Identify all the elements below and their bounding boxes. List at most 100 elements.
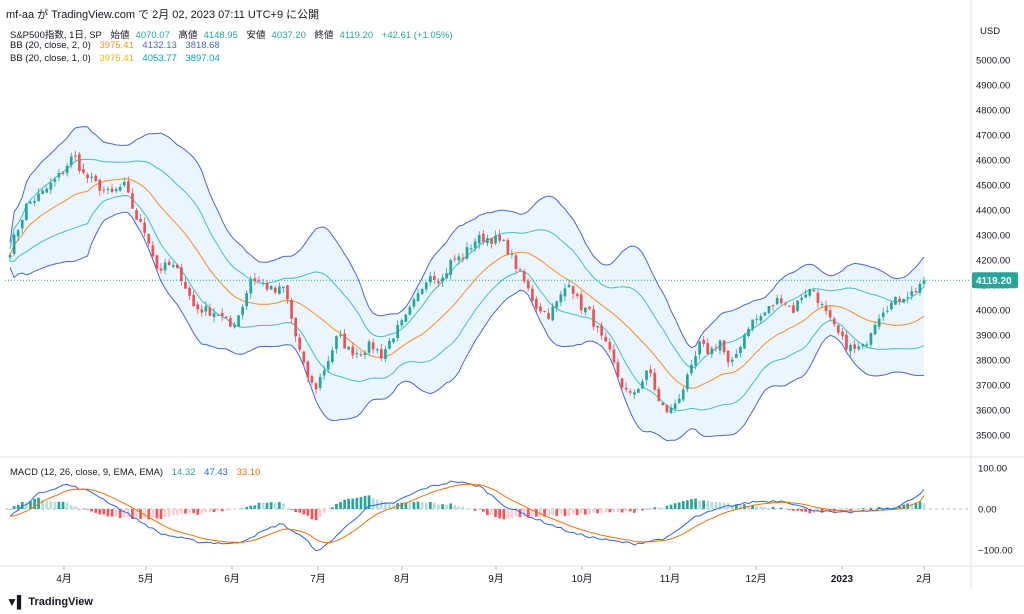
macd-hist-bar [367,495,371,509]
macd-hist-bar [567,509,571,516]
candle-body [690,364,693,374]
candle-body [57,173,61,178]
macd-hist-bar [657,507,661,509]
candle-body [420,289,424,294]
price-tick-label: 4800.00 [976,106,1010,117]
macd-tick-label: −100.00 [978,546,1013,557]
candle-body [567,284,571,288]
macd-legend[interactable]: MACD (12, 26, close, 9, EMA, EMA) 14.32 … [10,467,266,478]
macd-hist-bar [563,509,567,517]
macd-hist-bar [898,506,901,509]
macd-value: 47.43 [204,467,228,478]
macd-hist-bar [359,497,363,509]
macd-hist-bar [290,509,293,510]
candle-body [498,234,501,241]
candle-body [400,320,404,326]
candle-body [457,256,461,261]
macd-hist-bar [216,509,220,511]
macd-hist-bar [151,509,155,518]
macd-hist-bar [449,503,453,509]
macd-hist-bar [461,506,465,509]
macd-hist-bar [559,509,563,515]
macd-hist-bar [241,508,244,509]
candle-body [694,356,697,366]
time-tick-label: 2月 [916,573,932,585]
candle-body [82,169,85,173]
macd-hist-bar [845,509,848,510]
macd-hist-bar [698,500,701,509]
macd-hist-bar [220,509,224,512]
price-tick-label: 3900.00 [976,331,1010,342]
last-price-tag [972,272,1018,289]
macd-hist-bar [633,509,636,513]
candle-body [616,362,620,377]
bb1-legend[interactable]: BB (20, close, 2, 0) 3975.41 4132.13 381… [10,40,226,51]
macd-hist-bar [853,509,856,510]
macd-hist-bar [453,505,457,509]
bb2-legend[interactable]: BB (20, close, 1, 0) 3975.41 4053.77 389… [10,53,226,64]
macd-hist-bar [714,501,718,509]
candle-body [877,318,881,327]
macd-hist-bar [45,501,49,509]
macd-hist-bar [612,509,616,512]
time-tick-label: 11月 [660,573,680,585]
candle-body [837,325,840,333]
macd-hist-bar [282,503,285,509]
candle-body [282,286,285,289]
candle-body [375,349,379,351]
macd-hist-bar [767,508,771,509]
bb-upper-line [9,126,925,349]
macd-hist-bar [477,509,481,510]
candle-body [739,347,742,354]
candle-body [33,200,36,203]
candle-body [122,182,126,186]
candle-body [167,261,171,265]
candle-body [78,154,81,171]
candle-body [702,339,705,344]
macd-hist-bar [702,500,705,509]
candle-body [600,325,603,336]
macd-hist-bar [322,509,326,513]
macd-hist-bar [196,509,200,515]
candle-body [212,313,216,317]
candle-body [865,344,869,346]
candle-body [755,318,759,320]
macd-hist-bar [584,509,587,515]
time-tick-label: 8月 [394,573,410,585]
time-tick-label: 7月 [310,573,326,585]
time-tick-label: 4月 [56,573,72,585]
candle-body [563,288,567,297]
macd-hist-bar [318,509,322,518]
macd-hist-bar [600,509,603,514]
macd-hist-bar [539,509,542,515]
candle-body [86,174,89,179]
macd-hist-bar [249,505,253,509]
candle-body [898,298,901,302]
macd-hist-bar [918,501,922,509]
price-tick-label: 3700.00 [976,381,1010,392]
macd-hist-bar [257,502,261,509]
macd-hist-bar [253,505,257,509]
macd-hist-bar [163,509,167,517]
macd-hist-bar [314,509,318,521]
candle-body [8,255,12,258]
macd-hist-bar [147,509,151,520]
price-tick-label: 4400.00 [976,206,1010,217]
macd-hist-bar [388,503,391,509]
macd-hist-bar [298,509,302,513]
macd-hist-bar [665,505,669,509]
macd-hist-bar [380,500,383,509]
macd-hist-bar [694,498,697,509]
bb2-lower: 3897.04 [185,53,220,64]
candle-body [253,278,257,282]
macd-hist-bar [237,509,240,510]
candle-body [841,331,844,337]
macd-hist-bar [457,506,461,509]
candle-body [441,277,444,282]
open-value: 4070.07 [135,30,170,41]
candle-body [706,343,710,354]
symbol-label[interactable]: S&P500指数, 1日, SP [10,30,102,41]
candle-body [669,407,673,413]
macd-hist-bar [347,498,350,509]
